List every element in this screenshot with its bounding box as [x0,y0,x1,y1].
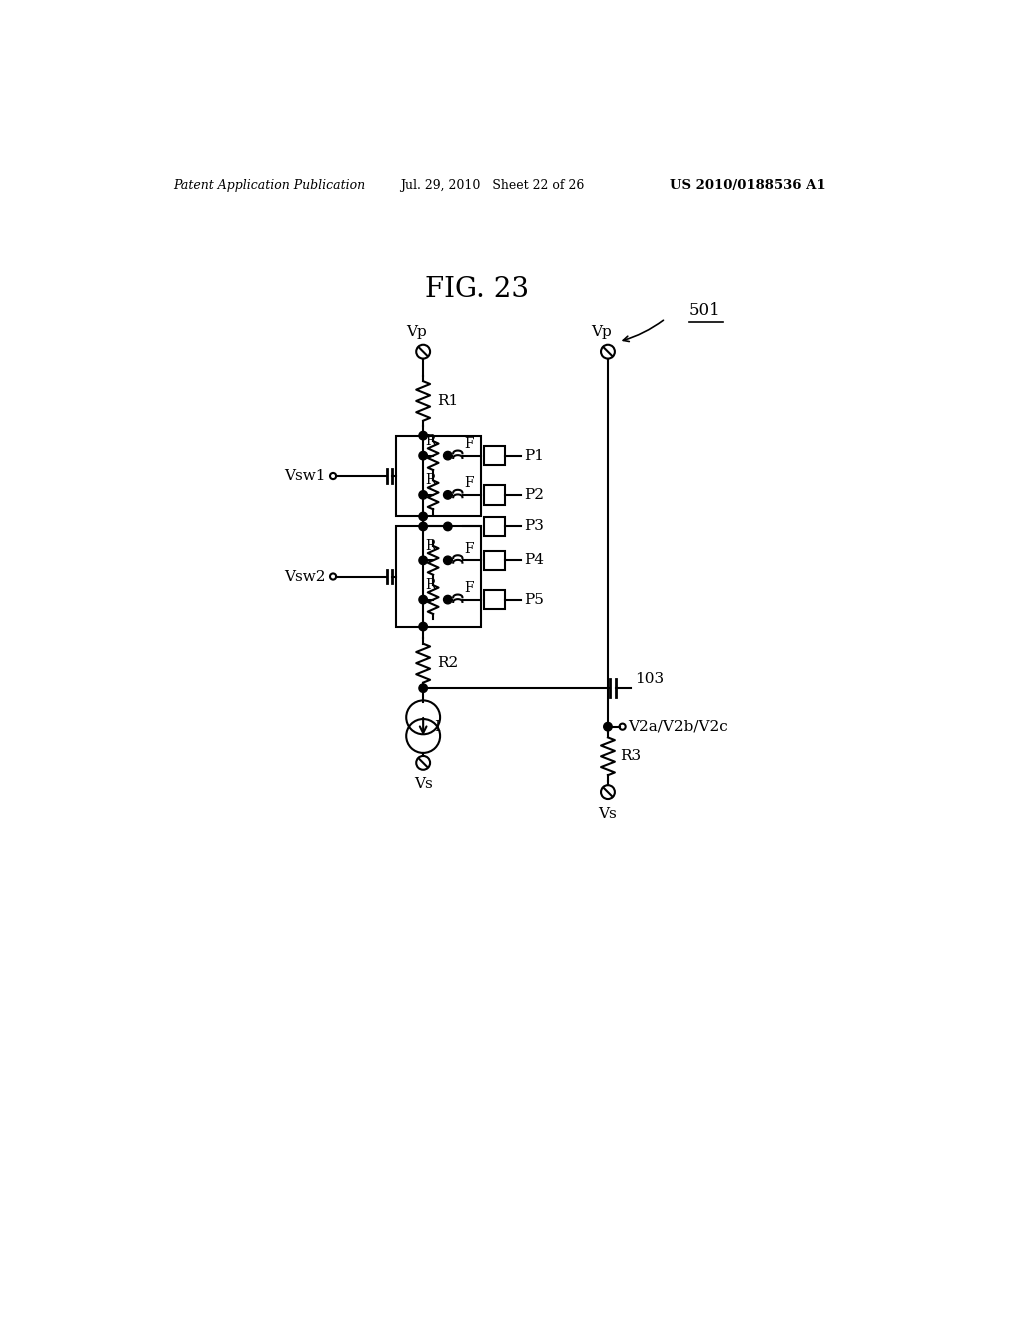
Circle shape [419,556,427,565]
Text: F: F [464,581,473,595]
Text: P2: P2 [524,488,544,502]
Text: R: R [425,578,436,591]
Text: US 2010/0188536 A1: US 2010/0188536 A1 [670,178,825,191]
Text: R2: R2 [437,656,459,671]
Text: F: F [464,437,473,451]
Text: R1: R1 [437,393,459,408]
Text: R: R [425,434,436,447]
Text: Vp: Vp [407,325,427,339]
Circle shape [443,595,452,603]
Text: R: R [425,539,436,553]
Text: F: F [464,541,473,556]
Text: Vsw1: Vsw1 [284,469,326,483]
Bar [484,550,505,570]
Circle shape [443,491,452,499]
Circle shape [443,556,452,565]
Bar [484,590,505,610]
Bar [484,486,505,504]
Text: 103: 103 [635,672,664,686]
Bar [396,527,481,627]
Circle shape [419,451,427,459]
Text: Patent Application Publication: Patent Application Publication [173,178,365,191]
Circle shape [419,523,427,531]
Text: F: F [464,477,473,490]
Text: Vs: Vs [599,807,617,821]
Text: P3: P3 [524,520,544,533]
Text: Vsw2: Vsw2 [284,569,326,583]
Circle shape [443,523,452,531]
Text: R: R [425,473,436,487]
Bar [484,446,505,465]
Text: Vp: Vp [592,325,612,339]
Text: I: I [434,719,440,734]
Circle shape [419,622,427,631]
Text: P4: P4 [524,553,544,568]
Circle shape [419,595,427,603]
Circle shape [604,722,612,731]
Bar [396,436,481,516]
Circle shape [419,491,427,499]
Text: 501: 501 [688,302,720,319]
Text: V2a/V2b/V2c: V2a/V2b/V2c [628,719,728,734]
Bar [484,517,505,536]
Circle shape [419,432,427,440]
Circle shape [419,512,427,520]
Text: P5: P5 [524,593,544,607]
Circle shape [443,451,452,459]
Text: R3: R3 [621,750,641,763]
Text: P1: P1 [524,449,544,462]
Text: Jul. 29, 2010   Sheet 22 of 26: Jul. 29, 2010 Sheet 22 of 26 [400,178,585,191]
Text: FIG. 23: FIG. 23 [425,276,529,302]
Text: Vs: Vs [414,777,432,792]
Circle shape [419,684,427,693]
